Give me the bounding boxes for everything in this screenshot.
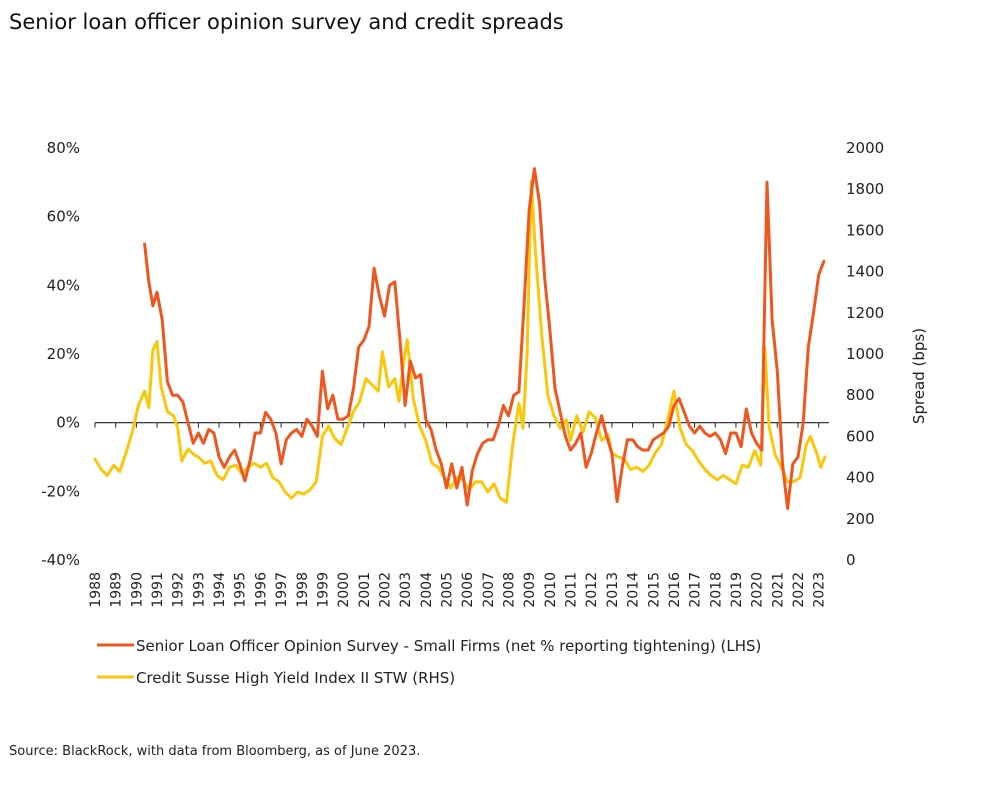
y-left-tick-label: 20%: [47, 345, 80, 363]
y-right-tick-label: 0: [846, 551, 856, 569]
chart-title: Senior loan officer opinion survey and c…: [9, 10, 564, 34]
y-right-tick-label: 1800: [846, 180, 884, 198]
x-tick-label: 2006: [460, 572, 476, 608]
x-tick-label: 1999: [315, 572, 331, 608]
x-tick-label: 1994: [212, 572, 228, 608]
y-left-tick-label: 60%: [47, 208, 80, 226]
x-tick-label: 2023: [812, 572, 828, 608]
y-left-tick-label: -20%: [41, 482, 80, 500]
x-tick-label: 2010: [543, 572, 559, 608]
y-right-tick-label: 2000: [846, 139, 884, 157]
x-tick-label: 2002: [377, 572, 393, 608]
x-tick-label: 1989: [109, 572, 125, 608]
x-tick-label: 2011: [564, 572, 580, 608]
x-tick-label: 2021: [770, 572, 786, 608]
x-tick-label: 2009: [522, 572, 538, 608]
x-tick-label: 2007: [481, 572, 497, 608]
x-tick-label: 2001: [357, 572, 373, 608]
x-tick-label: 1998: [295, 572, 311, 608]
legend-label: Senior Loan Officer Opinion Survey - Sma…: [136, 637, 761, 655]
y-right-tick-label: 1600: [846, 221, 884, 239]
x-tick-label: 1988: [88, 572, 104, 608]
high-yield-spread-line: [93, 179, 827, 504]
x-tick-label: 2015: [646, 572, 662, 608]
x-tick-label: 2019: [729, 572, 745, 608]
x-tick-label: 2017: [688, 572, 704, 608]
x-tick-label: 2014: [626, 572, 642, 608]
y-right-tick-label: 1200: [846, 304, 884, 322]
x-tick-label: 1991: [150, 572, 166, 608]
y-left-tick-label: -40%: [41, 551, 80, 569]
y-right-tick-label: 1400: [846, 263, 884, 281]
source-note: Source: BlackRock, with data from Bloomb…: [9, 744, 421, 759]
x-tick-label: 2022: [791, 572, 807, 608]
y-left-tick-label: 80%: [47, 139, 80, 157]
x-tick-label: 2008: [502, 572, 518, 608]
sloos-small-firms-line: [143, 167, 826, 510]
chart: 80%60%40%20%0%-20%-40%200018001600140012…: [41, 139, 928, 687]
x-tick-label: 1996: [253, 572, 269, 608]
y-right-tick-label: 600: [846, 427, 875, 445]
x-tick-label: 1990: [129, 572, 145, 608]
x-tick-label: 2020: [750, 572, 766, 608]
x-tick-label: 2018: [708, 572, 724, 608]
x-tick-label: 1993: [191, 572, 207, 608]
x-tick-label: 2000: [336, 572, 352, 608]
x-tick-label: 2004: [419, 572, 435, 608]
x-tick-label: 1992: [171, 572, 187, 608]
y-right-tick-label: 400: [846, 469, 875, 487]
y-left-tick-label: 0%: [56, 414, 80, 432]
y-right-tick-label: 800: [846, 386, 875, 404]
y-right-tick-label: 200: [846, 510, 875, 528]
x-tick-label: 2013: [605, 572, 621, 608]
x-tick-label: 2005: [439, 572, 455, 608]
y-left-tick-label: 40%: [47, 276, 80, 294]
y-right-tick-label: 1000: [846, 345, 884, 363]
legend-label: Credit Susse High Yield Index II STW (RH…: [136, 669, 455, 687]
y-right-axis-title: Spread (bps): [910, 328, 928, 424]
x-tick-label: 1997: [274, 572, 290, 608]
x-tick-label: 2012: [584, 572, 600, 608]
x-tick-label: 2016: [667, 572, 683, 608]
x-tick-label: 2003: [398, 572, 414, 608]
x-tick-label: 1995: [233, 572, 249, 608]
